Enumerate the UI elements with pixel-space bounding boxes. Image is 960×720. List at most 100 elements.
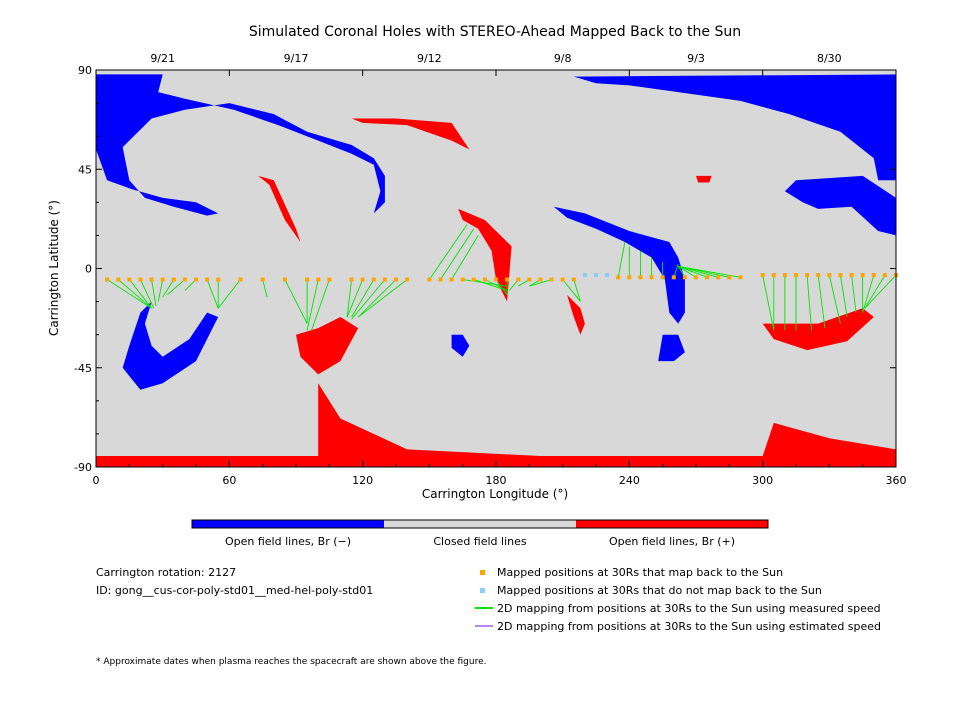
mapping-line-24: [440, 228, 475, 280]
mapped-point-61: [860, 273, 865, 278]
unmapped-point-38: [594, 273, 598, 278]
mapping-line-6: [162, 279, 175, 298]
positive-hole-12: [762, 308, 874, 351]
mapping-line-20: [351, 279, 386, 320]
mapping-line-22: [357, 279, 408, 318]
mapped-point-42: [638, 275, 643, 280]
mapped-point-21: [394, 277, 398, 282]
mapped-point-30: [505, 277, 510, 282]
legend-estimated-label: 2D mapping from positions at 30Rs to the…: [497, 620, 882, 633]
mapped-point-53: [771, 273, 776, 278]
mapping-line-18: [346, 279, 364, 318]
x-tick-label-0: 0: [93, 474, 100, 487]
positive-hole-7: [96, 383, 896, 467]
y-tick-label-3: -45: [74, 362, 92, 375]
colorbar: [191, 519, 769, 529]
positive-hole-10: [458, 208, 512, 302]
y-tick-label-2: 0: [85, 263, 92, 276]
top-date-label-4: 9/3: [687, 52, 705, 65]
x-tick-label-6: 360: [886, 474, 907, 487]
footnote: * Approximate dates when plasma reaches …: [96, 657, 487, 667]
legend-unmapped-label: Mapped positions at 30Rs that do not map…: [497, 584, 822, 597]
mapping-line-47: [677, 265, 697, 278]
mapped-point-18: [360, 277, 365, 282]
negative-hole-6: [451, 334, 470, 357]
legend-measured-line: [475, 607, 493, 609]
colorbar-label-negative: Open field lines, Br (−): [225, 535, 351, 548]
mapped-point-44: [660, 275, 665, 280]
mapping-line-52: [762, 275, 775, 331]
mapped-point-32: [527, 277, 532, 282]
mapping-line-11: [217, 279, 241, 309]
x-axis-ticks: 0 60 120 180 240 300 360: [93, 70, 907, 487]
mapped-point-55: [794, 273, 798, 278]
mapping-line-56: [806, 275, 813, 331]
colorbar-closed: [384, 520, 576, 528]
mapped-point-48: [705, 275, 710, 280]
negative-hole-4: [658, 334, 685, 362]
mapping-line-1: [117, 279, 152, 309]
positive-hole-8: [351, 118, 470, 150]
mapping-line-4: [151, 279, 157, 307]
negative-hole-3: [553, 206, 685, 324]
mapped-point-63: [882, 273, 887, 278]
mapping-line-9: [206, 279, 219, 309]
mapped-point-5: [160, 277, 165, 282]
x-tick-label-3: 180: [486, 474, 507, 487]
mapped-point-27: [471, 277, 476, 282]
top-date-label-2: 9/12: [417, 52, 442, 65]
mapped-point-17: [349, 277, 354, 282]
mapping-line-64: [864, 274, 896, 309]
x-axis-label: Carrington Longitude (°): [422, 487, 568, 501]
colorbar-frame: [191, 519, 769, 529]
mapped-point-58: [827, 273, 832, 278]
mapping-line-60: [851, 275, 857, 313]
legend-mapped-label: Mapped positions at 30Rs that map back t…: [497, 566, 784, 579]
mapped-point-0: [105, 277, 110, 282]
mapping-line-16: [311, 279, 330, 331]
mapped-point-41: [627, 275, 632, 280]
unmapped-point-39: [605, 273, 610, 278]
mapped-point-43: [649, 275, 654, 280]
mapped-point-7: [182, 277, 187, 282]
mapped-point-60: [849, 273, 854, 278]
mapped-point-50: [727, 275, 732, 280]
mapping-line-36: [573, 279, 581, 302]
mapped-point-2: [127, 277, 132, 282]
negative-hole-2: [784, 175, 896, 236]
y-axis-label: Carrington Latitude (°): [47, 200, 61, 336]
mapped-point-31: [516, 277, 521, 282]
top-date-label-3: 9/8: [554, 52, 572, 65]
mapped-point-59: [838, 273, 843, 278]
mapped-point-54: [782, 273, 787, 278]
mapped-point-25: [449, 277, 454, 282]
mapped-point-13: [282, 277, 287, 282]
mapped-point-12: [260, 277, 265, 282]
mapping-line-13: [284, 279, 308, 324]
mapped-point-22: [405, 277, 410, 282]
mapped-point-36: [571, 277, 576, 282]
legend-unmapped-swatch: [480, 588, 485, 593]
mapped-point-29: [494, 277, 498, 282]
mapped-point-10: [216, 277, 221, 282]
colorbar-positive: [576, 520, 768, 528]
y-tick-label-4: -90: [74, 461, 92, 474]
top-date-label-5: 8/30: [817, 52, 842, 65]
mapping-line-17: [346, 279, 353, 318]
mapped-point-34: [549, 277, 554, 282]
mapping-line-34: [529, 279, 552, 287]
legend-estimated-line: [475, 625, 493, 627]
mapping-line-59: [840, 275, 848, 318]
top-date-ticks: 9/21 9/17 9/12 9/8 9/3 8/30: [150, 52, 841, 65]
mapped-point-9: [205, 277, 210, 282]
mapping-line-0: [106, 279, 152, 309]
mapping-line-19: [351, 279, 375, 318]
mapping-line-27: [473, 279, 508, 291]
positive-hole-11: [296, 317, 359, 375]
mapping-line-45: [673, 263, 679, 278]
mapping-line-48: [678, 265, 708, 278]
mapping-line-21: [357, 279, 397, 318]
legend-mapped-swatch: [480, 570, 485, 575]
mapped-point-62: [871, 273, 876, 278]
